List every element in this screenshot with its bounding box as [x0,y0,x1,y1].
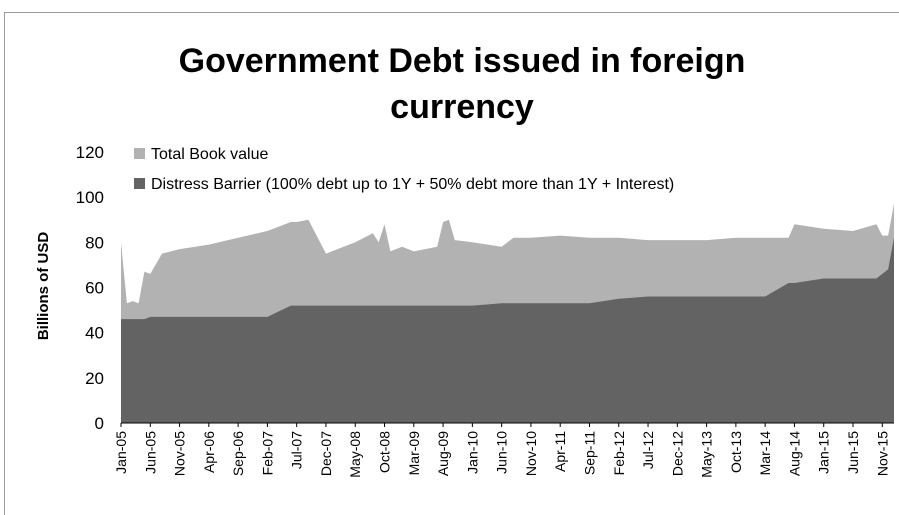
x-tick-label: Apr-11 [552,431,568,472]
x-tick-label: Aug-14 [786,431,802,476]
x-tick-label: May-13 [699,431,715,478]
x-tick-label: Sep-11 [582,431,598,475]
x-tick-label: Jan-15 [816,431,832,474]
x-tick-label: Dec-07 [318,431,334,476]
x-tick-label: Dec-12 [669,431,685,476]
legend-label-distress-barrier: Distress Barrier (100% debt up to 1Y + 5… [151,176,674,193]
y-tick-label: 0 [95,414,104,433]
x-tick-label: Mar-14 [757,431,773,476]
x-tick-label: Nov-15 [874,431,890,476]
legend: Total Book value Distress Barrier (100% … [134,146,674,193]
chart-frame [4,12,899,515]
x-tick-label: Oct-08 [377,431,393,473]
y-tick-label: 20 [85,369,104,388]
x-tick-label: Oct-13 [728,431,744,473]
x-tick-label: May-08 [347,431,363,478]
legend-swatch-distress-barrier [134,178,145,189]
x-tick-label: Apr-06 [201,431,217,473]
x-tick-label: Jun-10 [494,431,510,474]
x-tick-label: Feb-12 [611,431,627,476]
x-tick-label: Jul-07 [289,431,305,469]
y-tick-label: 80 [85,233,104,252]
y-axis-label: Billions of USD [35,232,52,341]
y-tick-label: 100 [76,188,104,207]
x-axis-ticks: Jan-05 Jun-05 Nov-05 Apr-06 Sep-06 Feb-07 Jul-… [113,423,890,478]
x-tick-label: Jun-15 [845,431,861,474]
x-tick-label: Aug-09 [435,431,451,476]
x-tick-label: Sep-06 [230,431,246,476]
area-series-distress-barrier [121,237,894,423]
x-tick-label: Mar-09 [406,431,422,476]
x-tick-label: Nov-10 [523,431,539,476]
legend-label-total-book-value: Total Book value [151,146,269,163]
y-tick-label: 120 [76,143,104,162]
plot-areas [121,203,894,423]
x-tick-label: Feb-07 [259,431,275,476]
chart-title-line-2: currency [390,88,534,126]
chart-title-line-1: Government Debt issued in foreign [179,42,746,80]
x-tick-label: Jul-12 [640,431,656,469]
y-tick-label: 40 [85,324,104,343]
legend-swatch-total-book-value [134,148,145,159]
x-tick-label: Nov-05 [172,431,188,476]
y-tick-label: 60 [85,279,104,298]
x-tick-label: Jan-05 [113,431,129,474]
x-tick-label: Jan-10 [464,431,480,474]
x-tick-label: Jun-05 [142,431,158,474]
y-axis-ticks: 0 20 40 60 80 100 120 [76,143,104,433]
